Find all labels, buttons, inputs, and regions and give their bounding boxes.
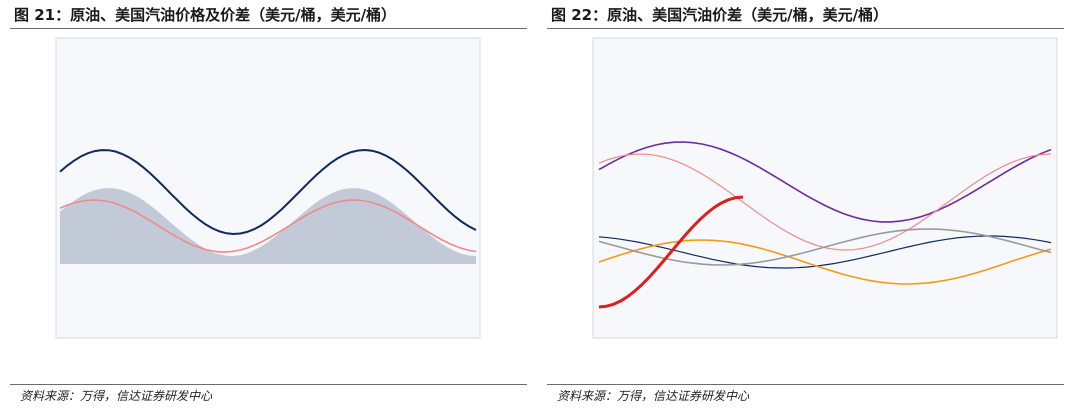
right-chart [547, 32, 1064, 380]
left-chart-canvas [55, 37, 481, 339]
right-title-divider [547, 28, 1064, 29]
left-chart [10, 32, 527, 380]
line-placeholder [598, 239, 1052, 285]
left-source-note: 资料来源：万得，信达证券研发中心 [20, 389, 213, 403]
right-chart-canvas [592, 37, 1058, 339]
right-source-divider [547, 384, 1064, 385]
left-figure-title: 图 21：原油、美国汽油价格及价差（美元/桶，美元/桶） [14, 6, 397, 24]
area-placeholder [60, 188, 476, 264]
right-figure: 图 22：原油、美国汽油价差（美元/桶，美元/桶） 资料来源：万得，信达证券研发… [537, 0, 1074, 408]
right-figure-title: 图 22：原油、美国汽油价差（美元/桶，美元/桶） [551, 6, 889, 24]
left-figure: 图 21：原油、美国汽油价格及价差（美元/桶，美元/桶） 资料来源：万得，信达证… [10, 6, 527, 403]
line-placeholder [59, 199, 477, 253]
line-placeholder [59, 148, 477, 236]
line-placeholder [598, 141, 1052, 223]
left-title-divider [10, 28, 527, 29]
plot-area [592, 37, 1058, 339]
left-source-divider [10, 384, 527, 385]
plot-area [55, 37, 481, 339]
right-source-note: 资料来源：万得，信达证券研发中心 [557, 389, 750, 403]
line-placeholder [598, 228, 1052, 266]
line-placeholder [598, 195, 744, 309]
